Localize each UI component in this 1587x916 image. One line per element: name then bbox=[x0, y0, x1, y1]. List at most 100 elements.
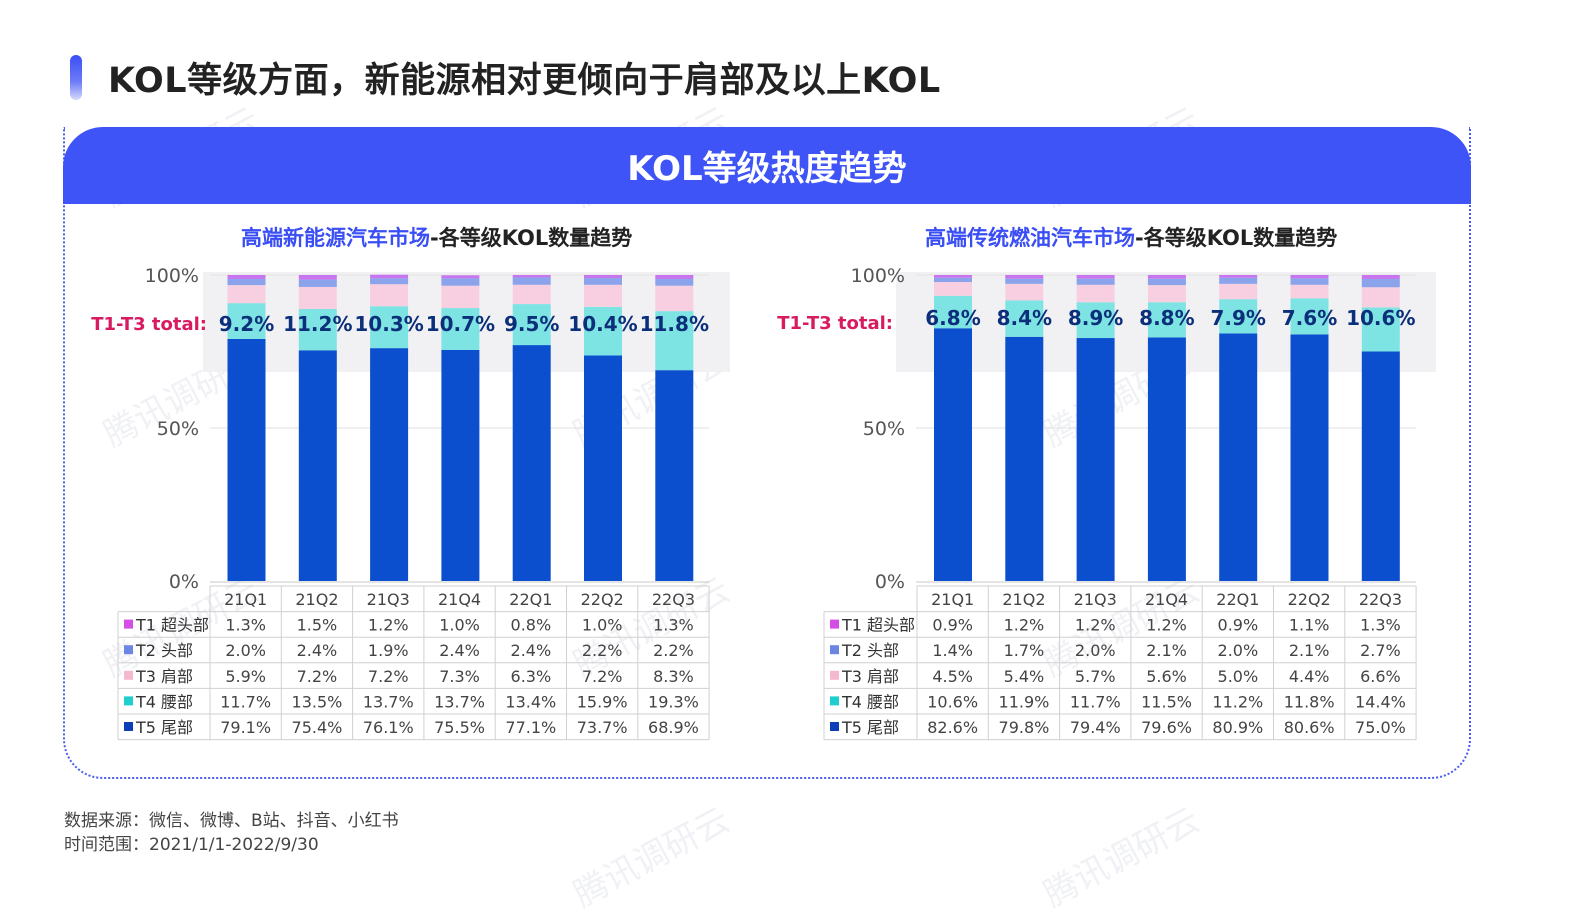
x-tick-label: 22Q1 bbox=[509, 590, 552, 609]
total-value: 7.9% bbox=[1210, 306, 1265, 330]
data-label: 1.9% bbox=[368, 641, 409, 660]
y-tick-label: 100% bbox=[145, 265, 199, 287]
total-label: T1-T3 total: bbox=[91, 314, 207, 335]
bar-segment-t1 bbox=[584, 275, 622, 279]
data-label: 11.9% bbox=[999, 692, 1050, 711]
bar-segment-t5 bbox=[298, 350, 337, 581]
data-label: 0.9% bbox=[1218, 616, 1259, 635]
data-label: 1.0% bbox=[439, 616, 480, 635]
data-label: 0.8% bbox=[511, 616, 552, 635]
bar-segment-t2 bbox=[370, 278, 409, 285]
data-label: 1.5% bbox=[297, 616, 338, 635]
page-title: KOL等级方面，新能源相对更倾向于肩部及以上KOL bbox=[108, 61, 941, 101]
x-tick-label: 22Q3 bbox=[652, 590, 695, 609]
banner-title: KOL等级热度趋势 bbox=[627, 149, 907, 189]
data-label: 5.9% bbox=[225, 667, 266, 686]
data-label: 1.7% bbox=[1004, 641, 1045, 660]
bar-segment-t5 bbox=[1361, 351, 1400, 581]
x-tick-label: 21Q2 bbox=[1002, 590, 1045, 609]
bar-segment-t3 bbox=[934, 282, 972, 296]
chart-title-highlight: 高端新能源汽车市场 bbox=[241, 226, 430, 250]
data-label: 2.2% bbox=[653, 641, 694, 660]
legend-entry: T4 腰部 bbox=[135, 692, 193, 711]
legend-marker-t3 bbox=[830, 670, 839, 680]
data-label: 13.7% bbox=[434, 692, 485, 711]
data-label: 13.4% bbox=[505, 692, 556, 711]
legend-entry: T4 腰部 bbox=[841, 692, 899, 711]
content-card bbox=[63, 127, 1471, 779]
data-label: 1.4% bbox=[932, 641, 973, 660]
bar-segment-t1 bbox=[298, 275, 337, 280]
bar-segment-t4 bbox=[227, 303, 266, 339]
data-label: 7.2% bbox=[297, 667, 338, 686]
total-value: 10.3% bbox=[354, 312, 423, 336]
total-value: 9.2% bbox=[219, 312, 274, 336]
data-label: 5.6% bbox=[1146, 667, 1187, 686]
data-label: 7.3% bbox=[439, 667, 480, 686]
bar-segment-t5 bbox=[441, 349, 480, 581]
bar-segment-t1 bbox=[227, 275, 266, 279]
total-value: 10.6% bbox=[1346, 306, 1415, 330]
data-label: 82.6% bbox=[927, 718, 978, 737]
bar-segment-t3 bbox=[441, 285, 480, 309]
total-value: 8.8% bbox=[1139, 306, 1194, 330]
data-label: 1.3% bbox=[1360, 616, 1401, 635]
bar-segment-t2 bbox=[512, 277, 551, 285]
total-value: 10.7% bbox=[426, 312, 495, 336]
bar-segment-t5 bbox=[1290, 334, 1329, 581]
bar-segment-t1 bbox=[512, 275, 551, 278]
bar-segment-t1 bbox=[1290, 275, 1329, 279]
x-tick-label: 21Q4 bbox=[1145, 590, 1188, 609]
data-label: 2.0% bbox=[225, 641, 266, 660]
bar-segment-t2 bbox=[441, 278, 480, 286]
bar-segment-t1 bbox=[1219, 275, 1258, 278]
bar-segment-t5 bbox=[1219, 333, 1258, 581]
x-tick-label: 21Q2 bbox=[295, 590, 338, 609]
data-label: 5.0% bbox=[1218, 667, 1259, 686]
bar-segment-t4 bbox=[1219, 299, 1258, 334]
total-value: 8.9% bbox=[1068, 306, 1123, 330]
legend-entry: T1 超头部 bbox=[135, 616, 209, 635]
total-value: 11.8% bbox=[640, 312, 709, 336]
data-label: 1.3% bbox=[225, 616, 266, 635]
data-label: 11.8% bbox=[1284, 692, 1335, 711]
legend-entry: T3 肩部 bbox=[841, 667, 899, 686]
bar-segment-t1 bbox=[441, 275, 480, 279]
data-label: 75.5% bbox=[434, 718, 485, 737]
data-label: 2.0% bbox=[1218, 641, 1259, 660]
bar-segment-t4 bbox=[584, 306, 622, 356]
data-label: 19.3% bbox=[648, 692, 699, 711]
y-tick-label: 0% bbox=[875, 571, 905, 593]
data-label: 79.1% bbox=[220, 718, 271, 737]
bar-segment-t5 bbox=[370, 348, 409, 581]
data-label: 11.2% bbox=[1212, 692, 1263, 711]
data-label: 10.6% bbox=[927, 692, 978, 711]
data-label: 2.4% bbox=[297, 641, 338, 660]
data-label: 80.6% bbox=[1284, 718, 1335, 737]
bar-segment-t3 bbox=[1219, 283, 1258, 300]
bar-segment-t3 bbox=[1147, 285, 1186, 303]
bar-segment-t2 bbox=[227, 278, 266, 286]
data-label: 2.4% bbox=[439, 641, 480, 660]
data-label: 4.4% bbox=[1289, 667, 1330, 686]
data-label: 13.5% bbox=[292, 692, 343, 711]
bar-segment-t1 bbox=[1361, 275, 1400, 279]
section-banner: KOL等级热度趋势 bbox=[63, 127, 1471, 204]
bar-segment-t2 bbox=[655, 278, 694, 286]
bar-segment-t2 bbox=[1290, 278, 1329, 285]
bar-segment-t5 bbox=[1147, 337, 1186, 581]
data-label: 68.9% bbox=[648, 718, 699, 737]
time-range: 时间范围：2021/1/1-2022/9/30 bbox=[64, 835, 319, 855]
chart-title-rest: -各等级KOL数量趋势 bbox=[1135, 226, 1338, 250]
data-label: 80.9% bbox=[1212, 718, 1263, 737]
data-label: 5.7% bbox=[1075, 667, 1116, 686]
legend-entry: T2 头部 bbox=[841, 641, 899, 660]
data-label: 13.7% bbox=[363, 692, 414, 711]
bar-segment-t2 bbox=[1076, 278, 1115, 285]
bar-segment-t4 bbox=[512, 304, 551, 346]
data-label: 7.2% bbox=[582, 667, 623, 686]
bar-segment-t1 bbox=[934, 275, 972, 278]
legend-marker-t3 bbox=[124, 670, 133, 680]
chart-title-right: 高端传统燃油汽车市场-各等级KOL数量趋势 bbox=[925, 222, 1337, 252]
data-label: 1.2% bbox=[1004, 616, 1045, 635]
